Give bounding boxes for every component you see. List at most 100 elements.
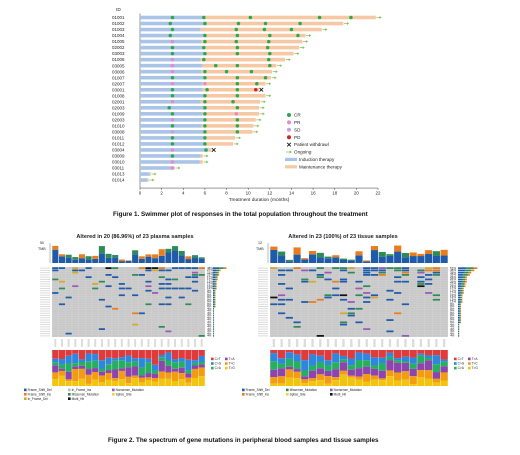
- gene-name-placeholder: [40, 278, 50, 280]
- gene-frequency-label: 17%: [207, 277, 213, 281]
- gene-side-bar: [217, 274, 220, 276]
- oncoprint-cell: [105, 334, 112, 337]
- oncoprint-cell: [285, 321, 293, 324]
- oncoprint-cell: [339, 278, 348, 281]
- titv-bar: [285, 358, 294, 367]
- gene-name-placeholder: [40, 315, 50, 316]
- mutation-cell: [339, 278, 348, 281]
- oncoprint-cell: [394, 319, 402, 321]
- oncoprint-cell: [347, 274, 355, 276]
- oncoprint-cell: [285, 301, 293, 303]
- oncoprint-cell: [270, 294, 278, 297]
- mutation-cell: [92, 287, 99, 290]
- oncoprint-cell: [178, 312, 185, 315]
- oncoprint-cell: [92, 267, 99, 270]
- gene-side-bar: [213, 316, 214, 319]
- response-marker-cr: [203, 21, 207, 26]
- titv-bar: [378, 380, 386, 386]
- titv-bar: [52, 379, 59, 386]
- titv-bar: [185, 373, 192, 378]
- mutation-cell: [378, 271, 386, 274]
- oncoprint-cell: [191, 321, 199, 324]
- titv-bar: [432, 382, 441, 386]
- oncoprint-cell: [105, 321, 112, 324]
- oncoprint-cell: [301, 267, 309, 270]
- gene-frequency-label: 13%: [450, 293, 456, 297]
- mutation-cell: [105, 274, 112, 276]
- oncoprint-cell: [425, 323, 433, 326]
- oncoprint-cell: [324, 276, 332, 279]
- oncoprint-cell: [293, 328, 301, 330]
- gene-side-bar: [215, 292, 216, 294]
- titv-bar: [355, 360, 363, 369]
- oncoprint-cell: [301, 316, 309, 319]
- ongoing-arrow-head: [279, 64, 283, 68]
- oncoprint-cell: [85, 280, 92, 283]
- oncoprint-cell: [332, 307, 340, 310]
- gene-side-bar: [459, 305, 461, 308]
- oncoprint-cell: [171, 301, 179, 303]
- oncoprint-cell: [92, 330, 99, 333]
- oncoprint-cell: [401, 274, 410, 276]
- oncoprint-cell: [432, 303, 441, 306]
- oncoprint-cell: [386, 283, 394, 285]
- oncoprint-cell: [417, 305, 425, 308]
- oncoprint-cell: [409, 319, 417, 321]
- titv-bar: [125, 362, 132, 368]
- gene-side-bar: [214, 294, 216, 297]
- titv-bar: [401, 350, 410, 357]
- titv-bar: [52, 372, 59, 380]
- ongoing-arrow-head: [288, 58, 291, 62]
- legend-label: SD: [294, 127, 301, 132]
- sample-label-placeholder: [74, 339, 77, 347]
- ongoing-arrow-head: [269, 94, 272, 98]
- mutation-cell: [198, 334, 205, 337]
- sample-label-placeholder: [288, 339, 291, 347]
- id-header: ID: [116, 7, 121, 13]
- oncoprint-cell: [355, 298, 363, 301]
- titv-bar: [401, 379, 410, 386]
- oncoprint-cell: [198, 316, 205, 319]
- oncoprint-cell: [85, 328, 92, 330]
- gene-side-bar: [214, 301, 216, 303]
- gene-side-bar: [215, 305, 216, 308]
- oncoprint-cell: [105, 303, 112, 306]
- gene-frequency-label: 39%: [450, 270, 456, 274]
- oncoprint-cell: [363, 283, 371, 285]
- titv-bar: [85, 353, 92, 362]
- gene-side-bar: [465, 269, 472, 272]
- oncoprint-cell: [277, 323, 286, 326]
- oncoprint-cell: [363, 294, 371, 297]
- oncoprint-cell: [52, 330, 59, 333]
- oncoprint-cell: [158, 332, 165, 335]
- oncoprint-cell: [85, 283, 92, 285]
- mutation-legend-label: Missense_Mutation: [290, 388, 318, 392]
- oncoprint-cell: [277, 269, 286, 272]
- oncoprint-cell: [52, 267, 59, 270]
- oncoprint-cell: [125, 294, 132, 297]
- titv-bar: [370, 357, 379, 366]
- oncoprint-cell: [112, 267, 119, 270]
- oncoprint-cell: [105, 283, 112, 285]
- titv-bar: [324, 383, 332, 386]
- oncoprint-cell: [138, 325, 145, 328]
- titv-bar: [78, 368, 86, 379]
- gene-name-placeholder: [40, 294, 50, 296]
- sample-label-placeholder: [365, 339, 368, 347]
- oncoprint-cell: [332, 334, 340, 337]
- titv-bar: [78, 365, 86, 369]
- oncoprint-cell: [285, 276, 293, 279]
- mutation-cell: [394, 276, 402, 279]
- oncoprint-cell: [72, 316, 79, 319]
- oncoprint-cell: [425, 271, 433, 274]
- response-marker-cr: [234, 27, 239, 32]
- titv-bar: [72, 368, 79, 382]
- titv-bar: [191, 360, 199, 363]
- oncoprint-cell: [332, 287, 340, 290]
- oncoprint-cell: [401, 296, 410, 299]
- oncoprint-cell: [308, 280, 317, 283]
- response-marker-cr: [202, 45, 206, 50]
- mutation-cell: [198, 267, 205, 270]
- gene-side-bar: [213, 312, 214, 315]
- oncoprint-cell: [132, 278, 139, 281]
